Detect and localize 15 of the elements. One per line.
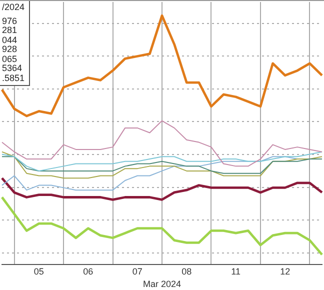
text: /2024 (2, 2, 25, 12)
x-tick-label: 05 (34, 266, 44, 276)
x-axis-title: Mar 2024 (142, 279, 182, 290)
annotation: 044 (2, 34, 18, 45)
annotation: 976 (2, 16, 18, 26)
x-tick-label: 06 (83, 266, 94, 276)
annotation: 065 (2, 54, 18, 64)
annotation: 5364 (2, 63, 24, 74)
x-tick-label: 12 (280, 266, 290, 276)
x-tick-label: 08 (182, 266, 192, 276)
annotation: 928 (2, 44, 18, 54)
x-tick-label: 11 (231, 266, 241, 276)
annotation: 281 (2, 25, 18, 36)
annotation: .5851 (2, 72, 25, 83)
x-tick-label: 07 (132, 266, 142, 276)
